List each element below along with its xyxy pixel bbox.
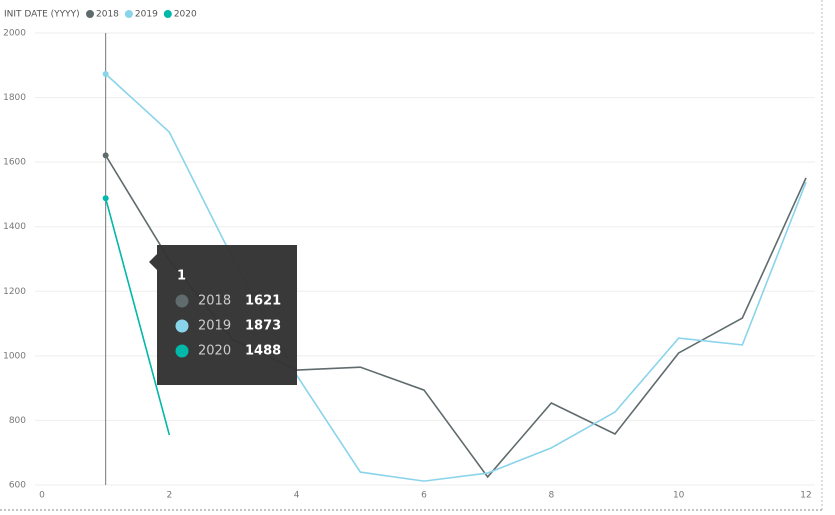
y-tick-label: 600: [9, 481, 26, 491]
x-tick-label: 2: [166, 491, 172, 501]
tooltip-title: 1: [177, 269, 186, 284]
legend-label: 2019: [135, 10, 158, 20]
hover-point: [102, 71, 109, 78]
x-tick-label: 8: [548, 491, 554, 501]
tooltip: 1 2018 1621 2019 1873 2020 1488: [149, 245, 297, 385]
legend-title: INIT DATE (YYYY): [4, 10, 80, 20]
legend-label: 2018: [96, 10, 119, 20]
y-tick-label: 1800: [3, 93, 26, 103]
y-tick-label: 1400: [3, 222, 26, 232]
x-tick-label: 4: [294, 491, 300, 501]
tooltip-value: 1488: [245, 344, 281, 359]
y-tick-label: 1600: [3, 158, 26, 168]
x-tick-label: 10: [673, 491, 685, 501]
tooltip-value: 1873: [245, 319, 281, 334]
tooltip-series: 2019: [198, 319, 231, 334]
y-tick-label: 800: [9, 416, 26, 426]
series-line: [104, 198, 171, 436]
x-tick-label: 6: [421, 491, 427, 501]
tooltip-swatch: [175, 294, 189, 308]
tooltip-swatch: [175, 319, 189, 333]
tooltip-box: [149, 245, 297, 385]
y-tick-label: 2000: [3, 29, 26, 39]
y-tick-label: 1000: [3, 351, 26, 361]
tooltip-series: 2020: [198, 344, 231, 359]
x-tick-label: 0: [39, 491, 45, 501]
y-tick-label: 1200: [3, 287, 26, 297]
legend-swatch: [124, 10, 133, 18]
tooltip-value: 1621: [245, 294, 281, 309]
x-tick-label: 12: [800, 491, 811, 501]
tooltip-series: 2018: [198, 294, 231, 309]
tooltip-swatch: [175, 344, 189, 358]
legend-swatch: [163, 10, 172, 18]
legend-swatch: [86, 10, 94, 18]
hover-point: [102, 152, 109, 159]
legend-label: 2020: [174, 10, 197, 20]
series-line: [105, 73, 807, 482]
hover-point: [102, 195, 109, 202]
